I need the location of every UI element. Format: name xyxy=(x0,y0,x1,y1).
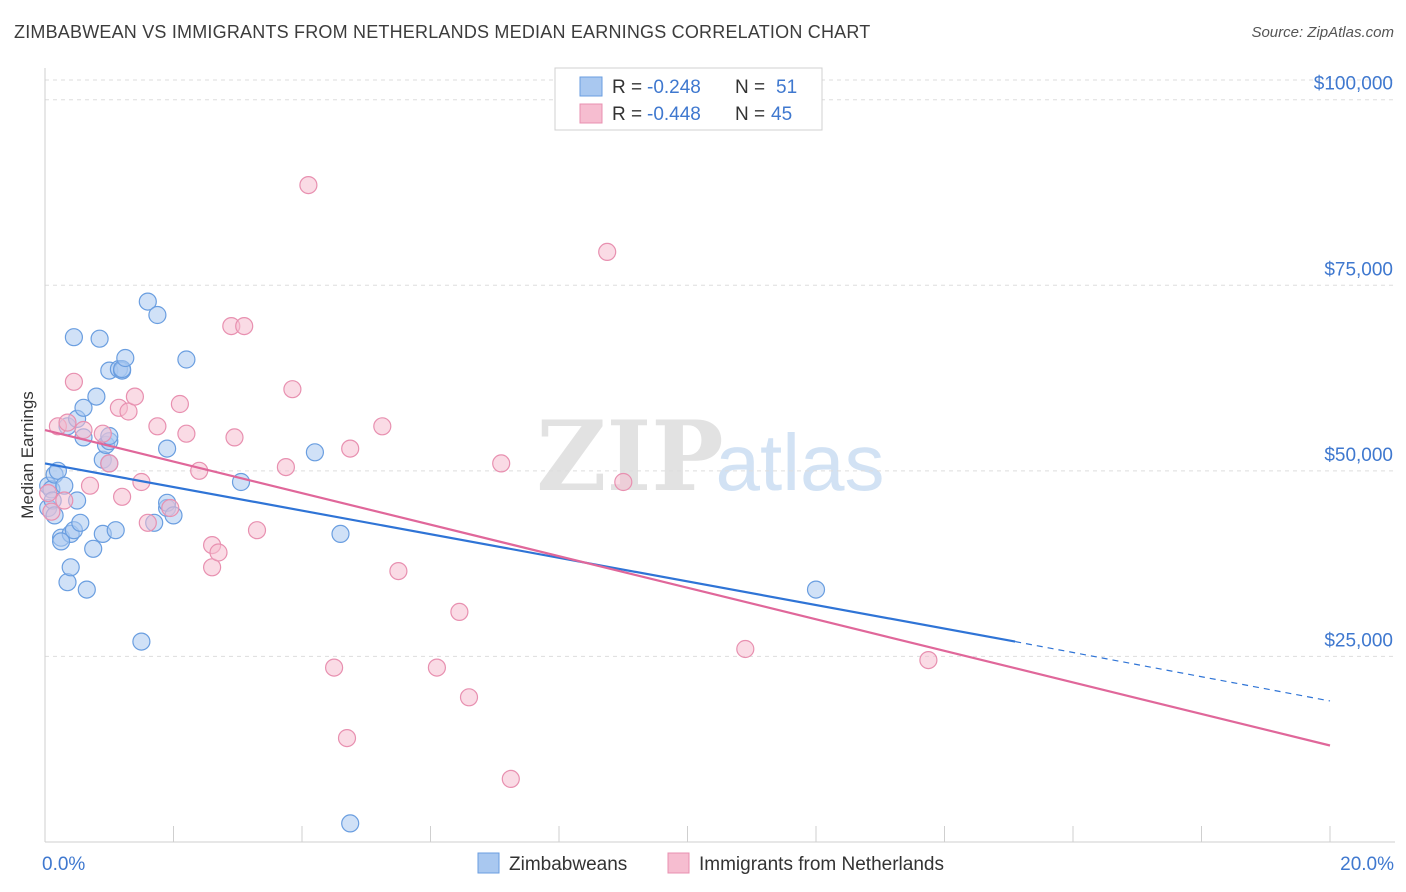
netherlands-point-40 xyxy=(501,769,520,789)
netherlands-point-37 xyxy=(450,602,469,622)
netherlands-point-41 xyxy=(598,242,617,261)
zimbabweans-point-50 xyxy=(51,532,71,551)
netherlands-point-28 xyxy=(276,458,295,477)
y-tick-labels: $25,000 $50,000 $75,000 $100,000 xyxy=(1314,74,1393,652)
netherlands-point-29 xyxy=(283,380,302,399)
zimbabweans-point-47 xyxy=(331,524,350,544)
gridlines xyxy=(45,79,1395,657)
zimbabweans-point-35 xyxy=(116,348,135,368)
zimbabweans-point-49 xyxy=(806,580,826,599)
netherlands-point-7 xyxy=(80,476,100,495)
netherlands-point-9 xyxy=(100,454,119,473)
netherlands-point-1 xyxy=(42,502,61,521)
netherlands-point-5 xyxy=(64,372,84,391)
zimbabweans-points xyxy=(39,292,826,833)
legend-swatch-netherlands xyxy=(579,103,603,124)
source-credit: Source: ZipAtlas.com xyxy=(1251,24,1394,41)
netherlands-point-31 xyxy=(325,658,344,677)
zimbabweans-point-17 xyxy=(71,513,90,532)
watermark-atlas: atlas xyxy=(716,418,885,507)
netherlands-point-15 xyxy=(138,513,157,532)
axes xyxy=(44,68,1395,843)
netherlands-point-42 xyxy=(614,472,633,492)
bottom-legend-zimbabweans: Zimbabweans xyxy=(509,854,627,875)
zimbabweans-point-39 xyxy=(148,305,167,325)
legend-n-value-1: 51 xyxy=(776,77,797,98)
netherlands-point-35 xyxy=(389,561,408,581)
zimbabweans-point-41 xyxy=(158,439,177,458)
zimbabweans-point-13 xyxy=(64,328,84,347)
series-legend: Zimbabweans Immigrants from Netherlands xyxy=(477,852,944,875)
zimbabweans-point-31 xyxy=(106,521,125,540)
y-axis-label: Median Earnings xyxy=(18,391,37,519)
netherlands-trend-line xyxy=(44,428,1331,747)
netherlands-point-36 xyxy=(427,658,446,677)
legend-n-value-2: 45 xyxy=(771,104,792,125)
zimbabweans-trend-extension xyxy=(1015,640,1331,702)
netherlands-point-38 xyxy=(459,688,479,707)
y-tick-label-2: $75,000 xyxy=(1324,259,1393,280)
zimbabweans-point-22 xyxy=(87,387,106,406)
zimbabweans-point-19 xyxy=(74,398,93,417)
x-tick-label-0: 0.0% xyxy=(42,854,85,875)
bottom-legend-swatch-zimbabweans xyxy=(477,852,500,874)
zimbabweans-point-20 xyxy=(77,580,96,599)
legend-r-value-2: -0.448 xyxy=(647,104,701,125)
netherlands-point-11 xyxy=(112,487,132,506)
netherlands-point-39 xyxy=(492,454,511,473)
zimbabweans-point-21 xyxy=(84,539,103,558)
zimbabweans-point-46 xyxy=(305,443,324,462)
watermark-zip: ZIP xyxy=(536,400,723,513)
trend-lines xyxy=(44,428,1331,747)
zipatlas-watermark: ZIP atlas xyxy=(536,400,884,513)
legend-swatch-zimbabweans xyxy=(579,76,603,97)
bottom-legend-swatch-netherlands xyxy=(667,852,690,874)
netherlands-point-44 xyxy=(919,650,938,670)
netherlands-point-30 xyxy=(299,176,318,195)
chart-title: ZIMBABWEAN VS IMMIGRANTS FROM NETHERLAND… xyxy=(14,22,871,42)
netherlands-point-6 xyxy=(74,420,93,440)
bottom-legend-netherlands: Immigrants from Netherlands xyxy=(699,854,944,875)
netherlands-point-33 xyxy=(341,439,360,458)
zimbabweans-point-48 xyxy=(341,814,360,833)
netherlands-point-0 xyxy=(39,484,58,503)
netherlands-point-18 xyxy=(170,394,189,414)
y-tick-label-0: $25,000 xyxy=(1324,630,1393,651)
zimbabweans-point-36 xyxy=(132,632,151,651)
netherlands-point-43 xyxy=(736,639,755,659)
netherlands-point-26 xyxy=(235,317,254,336)
netherlands-point-13 xyxy=(125,387,144,406)
zimbabweans-point-23 xyxy=(90,329,109,348)
netherlands-point-27 xyxy=(247,521,267,540)
zimbabweans-point-9 xyxy=(58,573,77,592)
netherlands-point-17 xyxy=(161,498,180,518)
legend-n-label-2: N = xyxy=(735,104,765,125)
netherlands-point-8 xyxy=(93,424,112,443)
netherlands-point-32 xyxy=(337,728,357,748)
legend-r-label-2: R = xyxy=(612,104,642,125)
legend-r-label-1: R = xyxy=(612,77,642,98)
y-tick-label-3: $100,000 xyxy=(1314,74,1393,95)
netherlands-point-4 xyxy=(58,413,77,432)
netherlands-point-3 xyxy=(55,491,74,510)
netherlands-point-23 xyxy=(209,543,228,562)
netherlands-point-34 xyxy=(373,417,392,436)
x-tick-labels: 0.0% 20.0% xyxy=(42,854,1394,875)
netherlands-point-19 xyxy=(177,424,196,443)
zimbabweans-point-37 xyxy=(138,292,157,311)
correlation-legend: R = -0.248 N = 51 R = -0.448 N = 45 xyxy=(554,67,823,131)
x-tick-label-1: 20.0% xyxy=(1340,854,1394,875)
zimbabweans-point-44 xyxy=(177,350,196,369)
zimbabweans-point-12 xyxy=(61,558,80,577)
netherlands-point-20 xyxy=(190,461,209,480)
netherlands-point-25 xyxy=(225,428,244,447)
y-tick-label-1: $50,000 xyxy=(1324,445,1393,466)
netherlands-point-16 xyxy=(148,417,167,436)
legend-r-value-1: -0.248 xyxy=(647,77,701,98)
zimbabweans-trend-line xyxy=(44,462,1016,643)
legend-n-label-1: N = xyxy=(735,77,765,98)
